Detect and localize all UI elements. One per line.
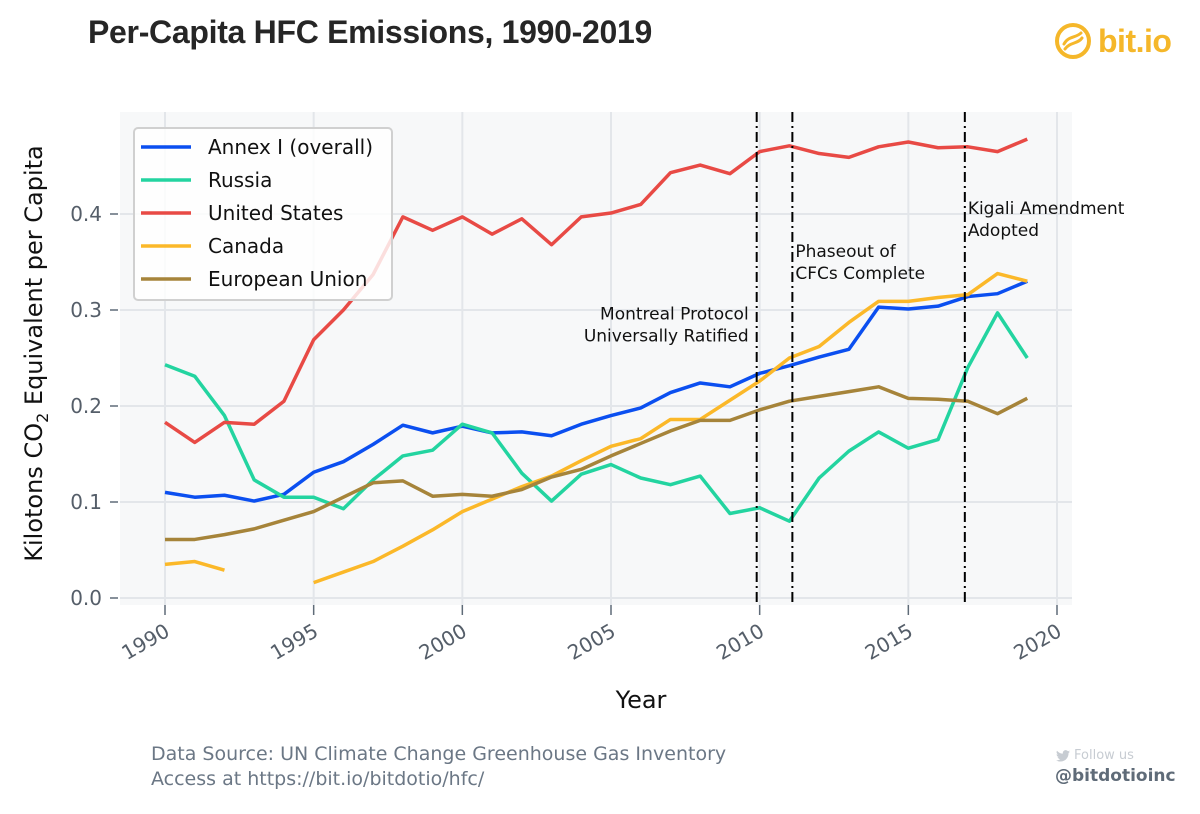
y-axis-label: Kilotons CO2 Equivalent per Capita <box>20 145 52 562</box>
source-line: Data Source: UN Climate Change Greenhous… <box>151 743 727 765</box>
follow-label: Follow us <box>1074 748 1134 763</box>
chart-title: Per-Capita HFC Emissions, 1990-2019 <box>88 14 652 50</box>
legend-label: United States <box>208 201 343 225</box>
twitter-bird-icon <box>1056 749 1070 762</box>
bitio-swirl-icon <box>1055 23 1091 59</box>
annotation-label: Kigali Amendment <box>968 199 1125 219</box>
legend-label: Canada <box>208 234 284 258</box>
y-tick-label: 0.0 <box>70 586 102 610</box>
x-tick-label: 2015 <box>861 619 917 665</box>
y-tick-label: 0.1 <box>70 490 102 514</box>
x-tick-label: 2010 <box>712 619 768 665</box>
series-line-canada <box>313 271 1028 585</box>
bitio-logo: bit.io <box>1054 22 1172 60</box>
series-line-annex-i-overall <box>164 279 1028 503</box>
data-source-note: Data Source: UN Climate Change Greenhous… <box>151 742 726 792</box>
series-line-european-union <box>165 385 1029 542</box>
annotation-label: Phaseout of <box>795 242 896 262</box>
x-axis-label: Year <box>615 686 667 714</box>
annotation-label: Universally Ratified <box>584 327 749 347</box>
series-line-canada <box>164 559 225 572</box>
y-tick-label: 0.2 <box>70 394 102 418</box>
logo-text: bit.io <box>1098 22 1172 59</box>
annotation-label: Adopted <box>968 221 1039 241</box>
y-tick-label: 0.4 <box>70 202 102 226</box>
legend <box>133 127 393 301</box>
legend-label: European Union <box>208 267 367 291</box>
annotation-label: CFCs Complete <box>795 264 925 284</box>
access-link[interactable]: Access at https://bit.io/bitdotio/hfc/ <box>151 768 485 790</box>
x-tick-label: 1990 <box>117 619 173 665</box>
series-line-united-states <box>164 137 1028 445</box>
follow-us: Follow us <box>1056 748 1134 763</box>
series-line-russia <box>164 311 1029 523</box>
x-tick-label: 2005 <box>563 619 619 665</box>
legend-label: Annex I (overall) <box>208 135 373 159</box>
x-tick-label: 2000 <box>415 619 471 665</box>
x-tick-label: 2020 <box>1009 619 1065 665</box>
y-tick-label: 0.3 <box>70 298 102 322</box>
x-tick-label: 1995 <box>266 619 322 665</box>
legend-label: Russia <box>208 168 272 192</box>
annotation-label: Montreal Protocol <box>600 305 749 325</box>
twitter-handle[interactable]: @bitdotioinc <box>1055 766 1176 786</box>
